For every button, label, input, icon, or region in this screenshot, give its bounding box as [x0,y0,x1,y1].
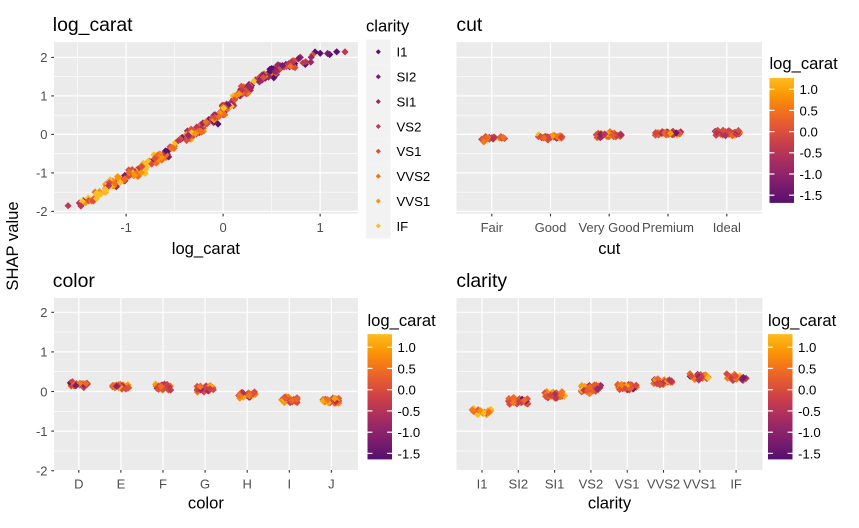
svg-text:Very Good: Very Good [578,220,639,235]
svg-text:VS2: VS2 [579,476,604,491]
svg-text:clarity: clarity [588,494,632,513]
svg-text:Premium: Premium [642,220,694,235]
svg-text:-2: -2 [36,464,48,479]
svg-text:J: J [328,476,335,491]
svg-text:clarity: clarity [456,270,507,292]
svg-text:G: G [200,476,210,491]
svg-text:-1.5: -1.5 [798,446,821,461]
svg-text:-1.5: -1.5 [398,446,421,461]
svg-text:log_carat: log_carat [768,311,837,330]
svg-text:Good: Good [535,220,567,235]
svg-text:0.5: 0.5 [800,103,818,118]
svg-text:SHAP value: SHAP value [3,201,22,290]
svg-text:SI2: SI2 [509,476,529,491]
svg-text:2: 2 [40,50,47,65]
svg-text:-1.0: -1.0 [798,425,821,440]
svg-text:cut: cut [598,239,621,258]
svg-text:-1.0: -1.0 [800,167,823,182]
svg-text:0: 0 [40,384,47,399]
svg-text:E: E [117,476,126,491]
svg-text:VVS1: VVS1 [683,476,716,491]
svg-text:1: 1 [40,345,47,360]
svg-text:F: F [159,476,167,491]
svg-text:H: H [243,476,252,491]
svg-text:0.0: 0.0 [798,383,816,398]
svg-text:-0.5: -0.5 [398,404,421,419]
svg-text:0.0: 0.0 [800,125,818,140]
svg-text:1: 1 [40,89,47,104]
svg-text:VS2: VS2 [397,119,422,134]
svg-text:cut: cut [456,14,482,36]
svg-text:-1.0: -1.0 [398,425,421,440]
svg-text:0.0: 0.0 [398,383,416,398]
svg-text:SI2: SI2 [397,70,417,85]
svg-text:1.0: 1.0 [798,340,816,355]
svg-text:0: 0 [40,127,47,142]
svg-text:-1.5: -1.5 [800,188,823,203]
svg-text:VVS2: VVS2 [647,476,680,491]
svg-text:1: 1 [316,220,323,235]
svg-text:I: I [287,476,291,491]
svg-text:-0.5: -0.5 [800,146,823,161]
svg-text:VS1: VS1 [615,476,640,491]
svg-text:-1: -1 [36,424,48,439]
svg-text:log_carat: log_carat [53,14,133,36]
svg-text:I1: I1 [477,476,488,491]
svg-text:1.0: 1.0 [398,340,416,355]
svg-text:VVS1: VVS1 [397,194,431,209]
svg-text:0: 0 [219,220,226,235]
svg-text:IF: IF [397,219,409,234]
svg-text:VS1: VS1 [397,144,422,159]
svg-text:D: D [74,476,83,491]
svg-text:-0.5: -0.5 [798,404,821,419]
svg-text:-1: -1 [120,220,132,235]
svg-text:VVS2: VVS2 [397,169,431,184]
svg-text:log_carat: log_carat [770,54,839,73]
svg-text:Ideal: Ideal [713,220,741,235]
svg-text:log_carat: log_carat [368,311,437,330]
svg-text:color: color [188,494,224,513]
svg-text:0.5: 0.5 [398,361,416,376]
svg-text:2: 2 [40,305,47,320]
svg-text:Fair: Fair [481,220,504,235]
svg-text:SI1: SI1 [545,476,565,491]
svg-text:color: color [53,270,96,292]
svg-text:1.0: 1.0 [800,82,818,97]
svg-text:log_carat: log_carat [172,239,241,258]
svg-text:clarity: clarity [366,16,410,35]
svg-text:IF: IF [730,476,742,491]
svg-text:I1: I1 [397,45,408,60]
svg-text:SI1: SI1 [397,95,417,110]
svg-text:-1: -1 [36,166,48,181]
svg-text:-2: -2 [36,204,48,219]
svg-text:0.5: 0.5 [798,361,816,376]
